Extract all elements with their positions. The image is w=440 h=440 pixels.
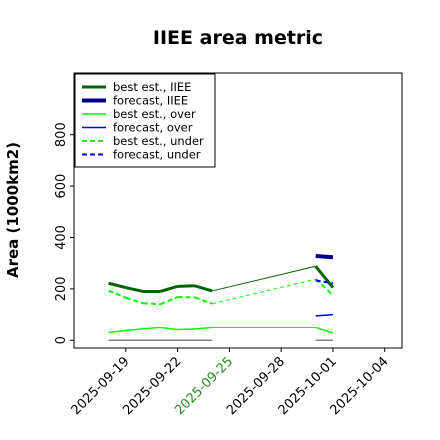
- legend-label-forecast-iiee: forecast, IIEE: [113, 94, 188, 108]
- y-tick-label: 200: [54, 276, 69, 301]
- series-segment-best-est-over: [177, 328, 195, 331]
- series-segment-best-est-under: [108, 289, 127, 299]
- y-axis: 0 200 400 600 800: [54, 122, 74, 344]
- x-axis: 2025-09-192025-09-222025-09-252025-09-28…: [69, 348, 392, 418]
- plot-area: [73, 72, 403, 349]
- series-segment-best-est-under: [211, 278, 316, 305]
- legend-label-best-est-over: best est., over: [113, 107, 196, 121]
- series-lines: [108, 253, 335, 334]
- series-segment-best-est-over: [194, 326, 213, 330]
- series-segment-best-est-iiee: [159, 284, 179, 293]
- series-segment-best-est-iiee: [211, 265, 316, 292]
- legend-label-forecast-under: forecast, under: [113, 148, 201, 162]
- series-segment-best-est-under: [159, 296, 178, 306]
- series-segment-forecast-over: [315, 313, 334, 317]
- y-axis-label: Area (1000km2): [4, 142, 22, 278]
- series-segment-best-est-over: [125, 327, 144, 332]
- series-segment-best-est-over: [108, 329, 126, 334]
- y-tick-label: 0: [54, 336, 69, 344]
- chart-title: IIEE area metric: [153, 27, 323, 49]
- series-segment-forecast-iiee: [315, 253, 334, 260]
- series-segment-best-est-iiee: [314, 265, 335, 289]
- legend-box: [74, 73, 216, 168]
- series-segment-forecast-under: [315, 279, 334, 285]
- series-segment-best-est-iiee: [108, 281, 127, 290]
- series-segment-best-est-under: [194, 296, 213, 305]
- y-tick-label: 400: [54, 225, 69, 250]
- series-segment-best-est-over: [142, 326, 161, 330]
- series-segment-best-est-over: [160, 326, 178, 331]
- series-segment-best-est-over: [315, 326, 334, 334]
- series-segment-best-est-iiee: [125, 286, 144, 293]
- legend-label-forecast-over: forecast, over: [113, 121, 193, 135]
- legend-label-best-est-under: best est., under: [113, 134, 204, 148]
- y-tick-label: 800: [54, 122, 69, 147]
- legend-label-best-est-iiee: best est., IIEE: [113, 80, 191, 94]
- series-segment-best-est-under: [142, 302, 161, 306]
- series-segment-best-est-iiee: [177, 284, 195, 288]
- y-tick-label: 600: [54, 174, 69, 199]
- series-segment-best-est-iiee: [194, 284, 213, 293]
- series-segment-best-est-under: [125, 296, 144, 305]
